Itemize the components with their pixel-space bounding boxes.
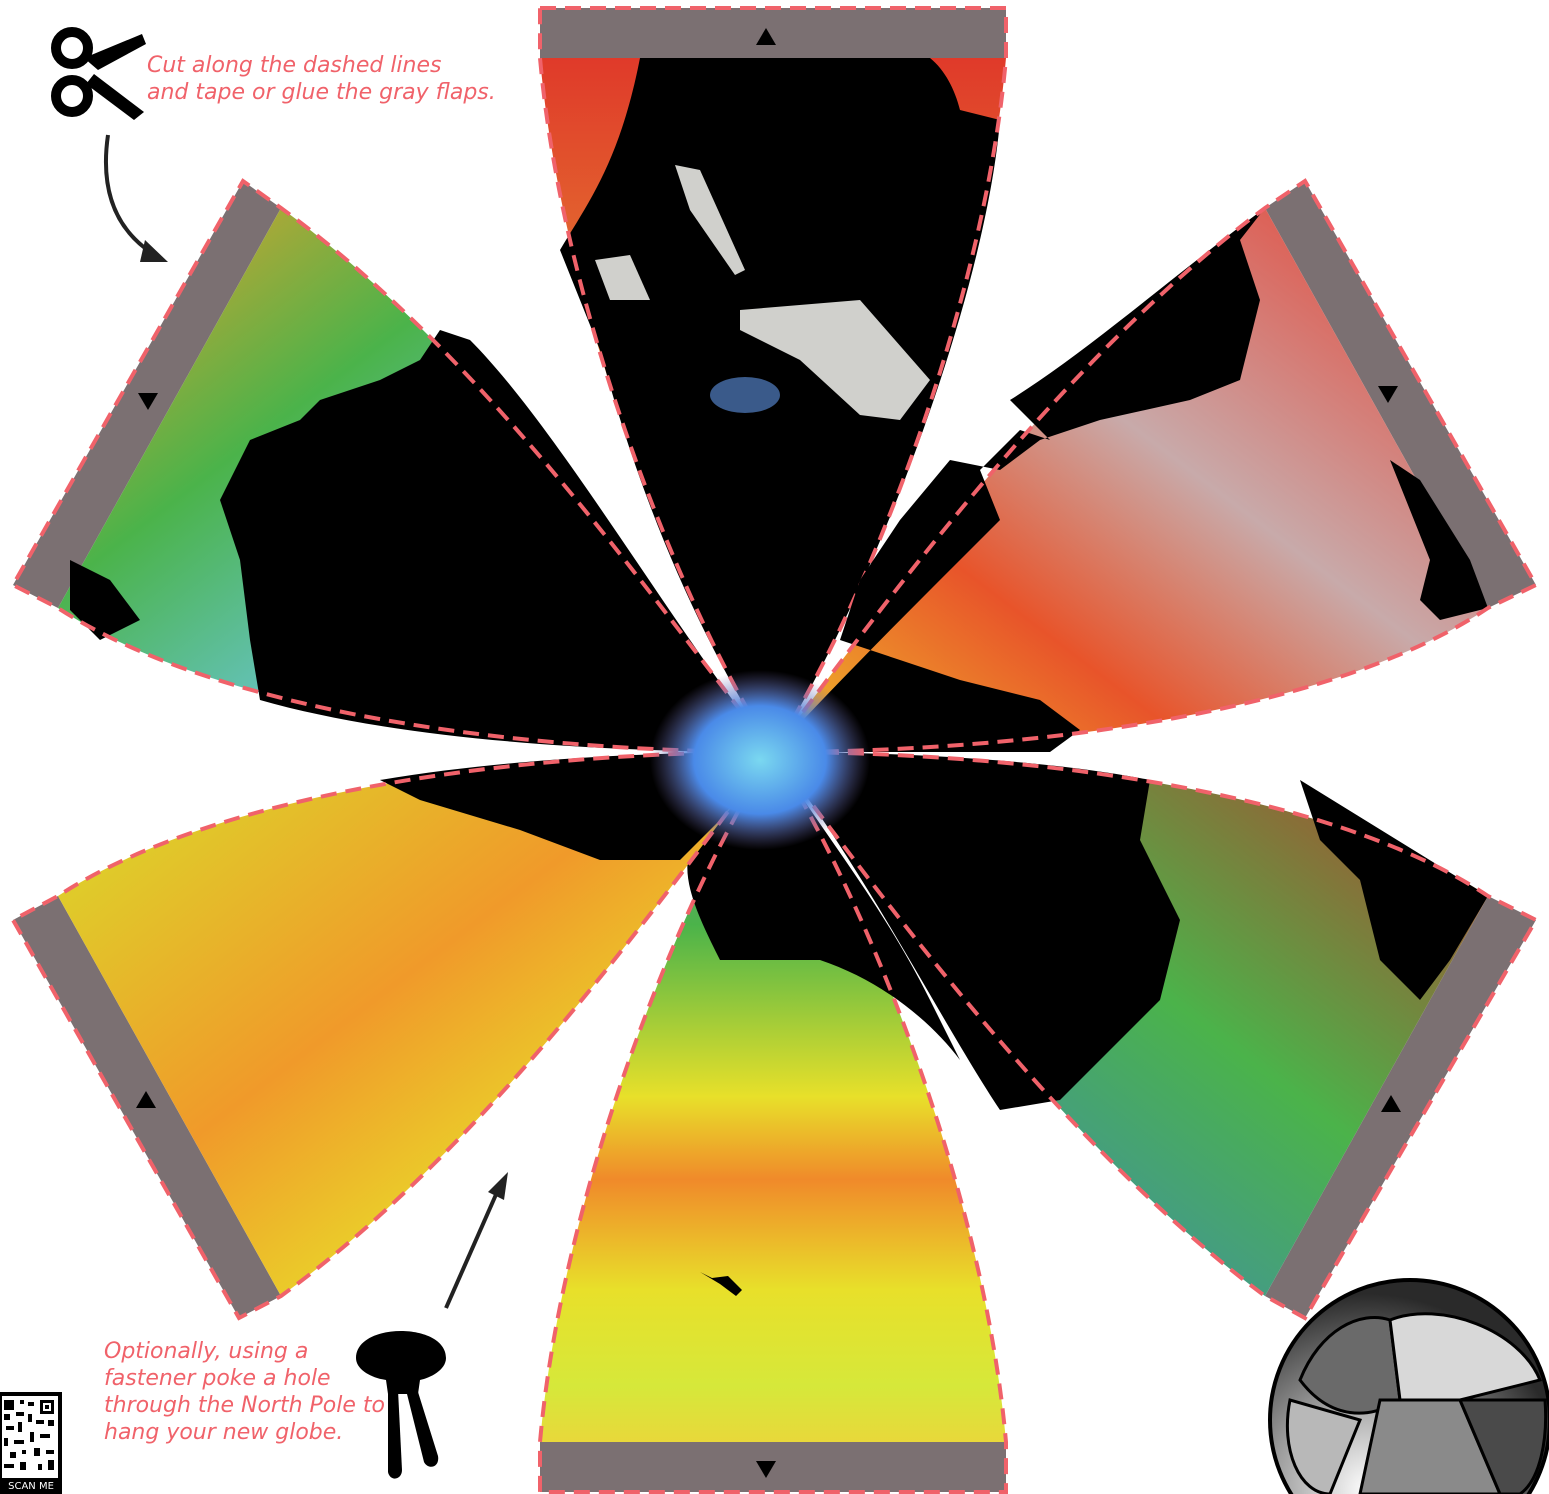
lower-left-gore-map [58, 752, 773, 1296]
lower-left-flap-marker [136, 1091, 156, 1108]
upper-left-flap-marker [138, 393, 158, 410]
qr-code-icon [0, 1392, 62, 1494]
lower-right-flap-marker [1381, 1095, 1401, 1112]
lower-right-flap [1265, 896, 1536, 1318]
bottom-gore-map [540, 752, 1006, 1442]
upper-right-gore [768, 178, 1539, 755]
lower-right-gore [768, 749, 1539, 1321]
greenland-ice [740, 300, 930, 420]
scissors-icon [51, 27, 146, 120]
bottom-gore-outline [538, 748, 1008, 1494]
north-sea-blue [710, 377, 780, 413]
baffin-ice [595, 255, 650, 300]
north-america-land [220, 330, 773, 752]
assembled-globe-icon [1268, 1278, 1549, 1494]
arrow-icon [103, 134, 168, 262]
south-america-land [70, 560, 140, 640]
lower-left-gore-outline [10, 749, 778, 1321]
qr-code-label: SCAN ME [0, 1480, 62, 1494]
top-gore [538, 6, 1008, 756]
hawaii-islands [700, 1272, 742, 1296]
top-flap-marker [756, 28, 776, 45]
upper-right-gore-map [773, 208, 1488, 752]
cut-instructions: Cut along the dashed lines and tape or g… [147, 53, 496, 105]
upper-right-gore-outline [768, 178, 1539, 755]
lower-right-gore-outline [768, 749, 1539, 1321]
top-flap [540, 8, 1006, 58]
upper-right-flap [1265, 181, 1536, 608]
arrow-icon [444, 1172, 508, 1309]
upper-right-flap-marker [1378, 386, 1398, 403]
eurasia-land [773, 208, 1265, 752]
ellesmere-ice [675, 165, 745, 275]
pushpin-icon [356, 1331, 446, 1479]
bottom-flap [540, 1442, 1006, 1492]
asia-east-land [1300, 780, 1488, 1000]
hang-instructions: Optionally, using a fastener poke a hole… [104, 1339, 385, 1445]
top-gore-land [560, 58, 1000, 752]
arctic-ocean [650, 670, 870, 850]
asia-land [773, 752, 1180, 1110]
flap-markers [136, 28, 1401, 1478]
africa-land [1390, 460, 1488, 620]
bottom-flap-marker [756, 1461, 776, 1478]
upper-left-gore-outline [10, 178, 778, 755]
